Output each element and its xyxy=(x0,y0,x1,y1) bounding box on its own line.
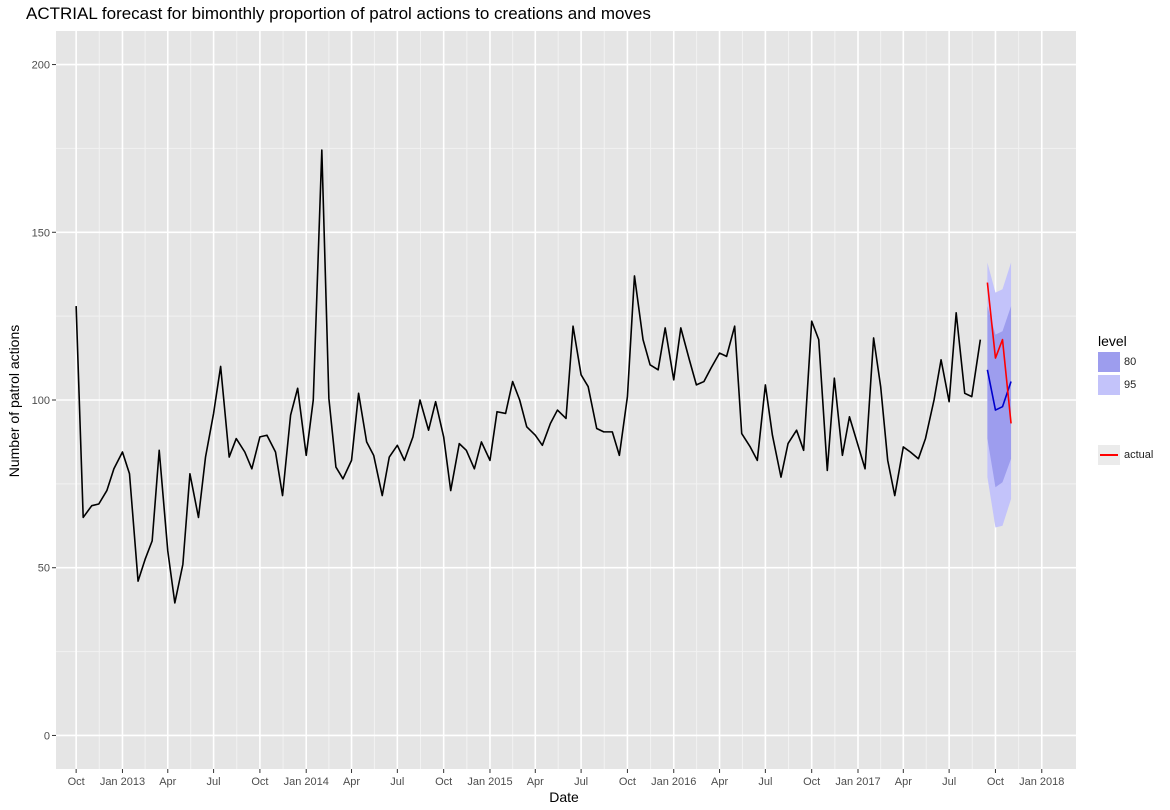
x-tick-label: Apr xyxy=(527,776,544,788)
x-tick-label: Jul xyxy=(390,776,404,788)
x-axis-title: Date xyxy=(549,789,579,805)
x-tick-label: Jul xyxy=(574,776,588,788)
x-tick-label: Jan 2013 xyxy=(100,776,145,788)
legend-title: level xyxy=(1098,333,1127,349)
x-tick-label: Oct xyxy=(251,776,268,788)
legend-label-95: 95 xyxy=(1124,379,1137,391)
forecast-ribbons xyxy=(987,262,1012,528)
series-lines xyxy=(75,149,1012,604)
y-tick-label: 0 xyxy=(44,730,50,742)
legend-label-actual: actual xyxy=(1124,449,1154,461)
y-tick-label: 200 xyxy=(32,60,50,72)
y-tick-label: 150 xyxy=(32,227,50,239)
legend-key-95 xyxy=(1098,375,1120,395)
major-gridlines xyxy=(56,31,1076,769)
x-tick-label: Jan 2017 xyxy=(835,776,880,788)
x-tick-label: Oct xyxy=(803,776,820,788)
y-axis-title: Number of patrol actions xyxy=(6,324,22,478)
x-tick-label: Apr xyxy=(711,776,728,788)
x-tick-label: Oct xyxy=(987,776,1004,788)
legend-label-80: 80 xyxy=(1124,356,1137,368)
ribbon-80 xyxy=(987,306,1012,488)
x-tick-label: Oct xyxy=(68,776,85,788)
history-line xyxy=(75,149,982,604)
x-tick-label: Oct xyxy=(619,776,636,788)
x-tick-label: Oct xyxy=(435,776,452,788)
x-tick-label: Jan 2015 xyxy=(467,776,512,788)
x-tick-label: Jul xyxy=(207,776,221,788)
x-tick-label: Apr xyxy=(343,776,360,788)
actual-line xyxy=(986,282,1012,424)
y-tick-label: 100 xyxy=(32,395,50,407)
x-tick-label: Jul xyxy=(942,776,956,788)
x-tick-label: Jan 2018 xyxy=(1019,776,1064,788)
x-tick-label: Jan 2016 xyxy=(651,776,696,788)
legend-key-actual xyxy=(1098,445,1120,465)
x-tick-label: Apr xyxy=(159,776,176,788)
y-tick-label: 50 xyxy=(38,563,50,575)
x-tick-label: Jul xyxy=(758,776,772,788)
chart-title: ACTRIAL forecast for bimonthly proportio… xyxy=(26,4,651,23)
axis-ticks: 0 50 100 150 200 Oct Jan 2013 Apr Jul Oct Jan 2014… xyxy=(32,60,1065,788)
legend-key-80 xyxy=(1098,352,1120,372)
x-tick-label: Apr xyxy=(895,776,912,788)
x-tick-label: Jan 2014 xyxy=(284,776,329,788)
forecast-line xyxy=(986,369,1012,411)
